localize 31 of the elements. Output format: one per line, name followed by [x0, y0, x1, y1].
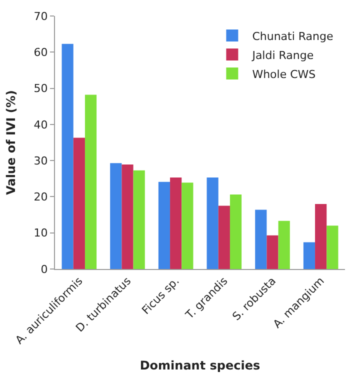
bar: [266, 235, 278, 269]
y-axis-title: Value of IVI (%): [4, 90, 18, 195]
bar: [218, 206, 230, 269]
y-tick-label: 10: [34, 226, 48, 240]
bar: [182, 182, 194, 269]
bar: [110, 163, 122, 269]
bar: [62, 44, 74, 269]
bar: [315, 204, 327, 269]
y-tick-label: 40: [34, 118, 48, 132]
y-tick-label: 70: [34, 10, 48, 23]
y-tick-label: 60: [34, 46, 48, 59]
bar: [158, 182, 170, 269]
bar: [303, 242, 316, 269]
bar: [73, 138, 85, 269]
bar: [278, 220, 290, 269]
bar: [255, 210, 267, 269]
bar: [122, 164, 134, 269]
x-axis-title: Dominant species: [140, 358, 260, 373]
y-tick-label: 20: [34, 190, 48, 204]
y-tick-label: 0: [40, 262, 48, 276]
y-tick-label: 30: [34, 154, 48, 168]
y-tick-label: 50: [34, 82, 48, 96]
legend-label: Chunati Range: [252, 30, 334, 43]
legend-label: Jaldi Range: [251, 48, 314, 62]
bar: [84, 94, 97, 269]
bar: [170, 178, 182, 269]
legend-label: Whole CWS: [252, 68, 316, 81]
bar: [133, 170, 145, 269]
bar: [326, 226, 338, 269]
bar: [230, 194, 242, 269]
bar: [206, 178, 218, 269]
